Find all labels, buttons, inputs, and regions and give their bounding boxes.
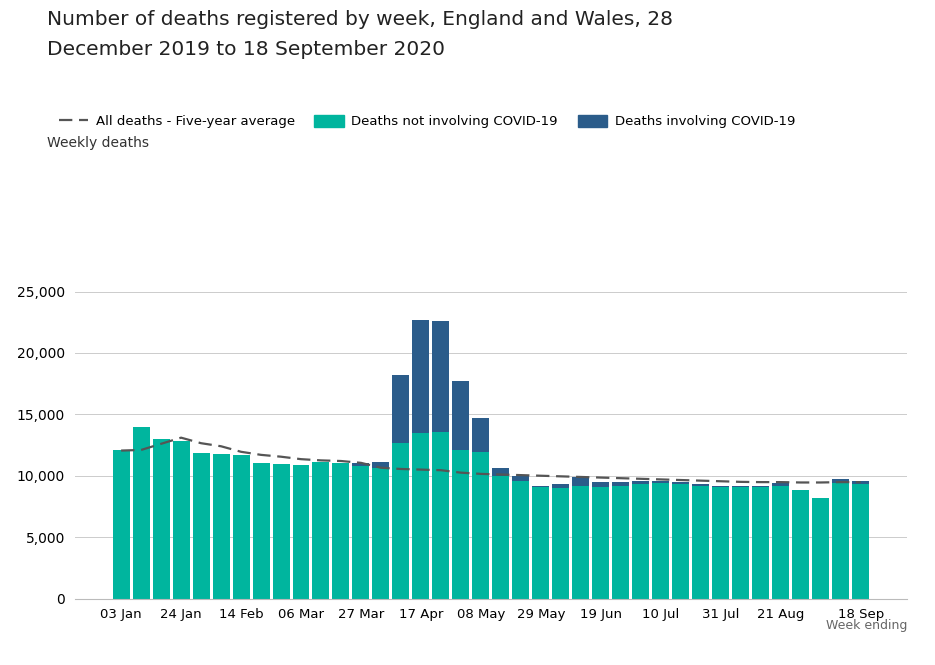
Bar: [612, 482, 629, 485]
Bar: [772, 483, 789, 485]
Bar: [832, 483, 849, 598]
Bar: [512, 475, 529, 481]
Bar: [372, 462, 390, 467]
Bar: [553, 484, 569, 488]
Bar: [432, 321, 450, 432]
Text: Number of deaths registered by week, England and Wales, 28: Number of deaths registered by week, Eng…: [47, 10, 673, 29]
Bar: [532, 485, 550, 487]
Bar: [832, 479, 849, 483]
Legend: All deaths - Five-year average, Deaths not involving COVID-19, Deaths involving : All deaths - Five-year average, Deaths n…: [53, 110, 800, 134]
Bar: [212, 454, 230, 598]
Bar: [752, 487, 770, 598]
Bar: [432, 432, 450, 598]
Bar: [293, 465, 309, 598]
Bar: [412, 433, 429, 598]
Bar: [152, 439, 169, 598]
Bar: [453, 450, 469, 598]
Bar: [112, 450, 130, 598]
Bar: [312, 462, 329, 598]
Bar: [193, 453, 209, 598]
Bar: [493, 475, 510, 598]
Bar: [352, 464, 369, 466]
Bar: [352, 466, 369, 598]
Bar: [592, 483, 610, 487]
Bar: [272, 464, 290, 598]
Bar: [553, 488, 569, 598]
Bar: [752, 485, 770, 487]
Bar: [732, 487, 749, 598]
Bar: [772, 485, 789, 598]
Bar: [672, 484, 689, 598]
Bar: [252, 464, 269, 598]
Bar: [813, 498, 829, 598]
Bar: [472, 418, 489, 452]
Bar: [572, 477, 589, 485]
Bar: [692, 485, 710, 598]
Bar: [732, 485, 749, 487]
Bar: [453, 381, 469, 450]
Bar: [612, 485, 629, 598]
Bar: [653, 481, 669, 483]
Bar: [532, 487, 550, 598]
Bar: [572, 485, 589, 598]
Bar: [653, 483, 669, 598]
Bar: [852, 484, 870, 598]
Bar: [393, 375, 410, 443]
Bar: [852, 481, 870, 484]
Bar: [672, 483, 689, 484]
Bar: [512, 481, 529, 598]
Bar: [712, 487, 729, 598]
Bar: [472, 452, 489, 598]
Text: Weekly deaths: Weekly deaths: [47, 136, 149, 150]
Bar: [173, 442, 190, 598]
Bar: [372, 467, 390, 598]
Bar: [233, 456, 250, 598]
Bar: [692, 483, 710, 485]
Bar: [412, 320, 429, 433]
Bar: [393, 443, 410, 598]
Bar: [333, 463, 350, 598]
Text: Week ending: Week ending: [826, 618, 907, 632]
Bar: [632, 484, 649, 598]
Bar: [592, 487, 610, 598]
Bar: [632, 481, 649, 484]
Bar: [792, 491, 809, 598]
Bar: [712, 485, 729, 487]
Text: December 2019 to 18 September 2020: December 2019 to 18 September 2020: [47, 40, 445, 59]
Bar: [133, 427, 150, 598]
Bar: [493, 468, 510, 475]
